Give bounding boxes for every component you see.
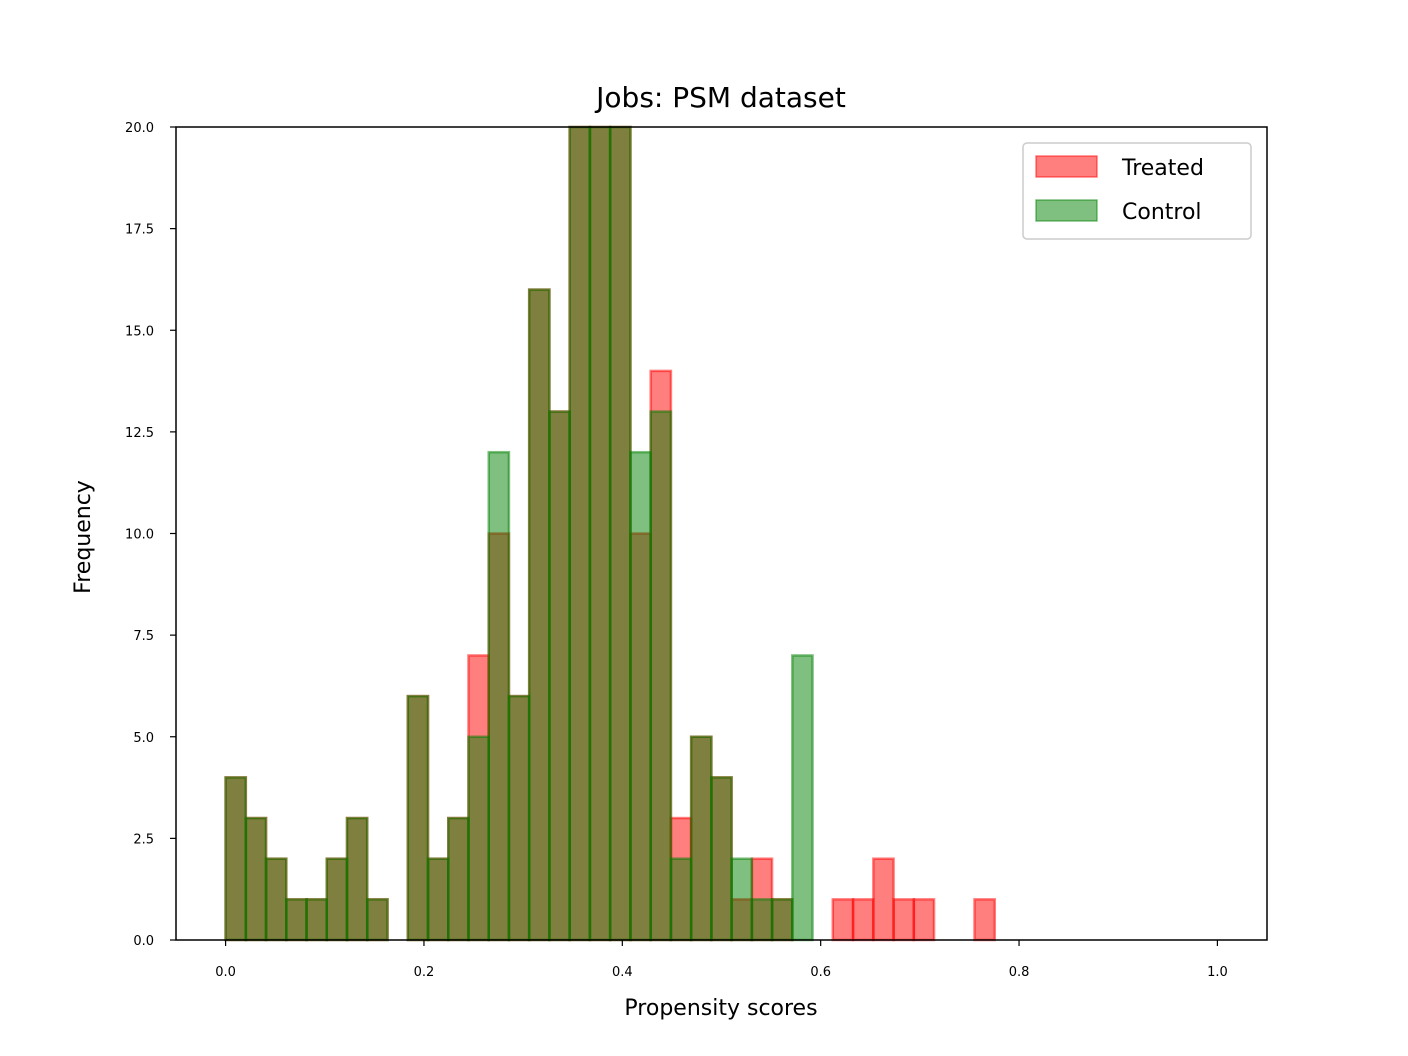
y-tick-label: 17.5 (125, 223, 154, 238)
bar-control (345, 816, 369, 942)
x-axis-label: Propensity scores (624, 996, 817, 1021)
bar-treated (973, 898, 996, 942)
bar-control (487, 450, 511, 942)
y-axis-label: Frequency (71, 480, 96, 594)
bar-control (710, 776, 733, 942)
bar-control (730, 857, 754, 942)
bar-control (507, 694, 531, 942)
bar-control (406, 694, 430, 942)
legend-swatch-control (1035, 199, 1098, 222)
y-tick-label: 5.0 (133, 731, 154, 746)
bar-control (548, 410, 571, 942)
bar-treated (851, 898, 875, 942)
bar-control (224, 776, 248, 942)
y-tick-label: 12.5 (125, 426, 154, 441)
bar-control (750, 898, 774, 942)
bar-control (285, 898, 308, 942)
y-tick-label: 15.0 (125, 324, 154, 339)
bar-control (608, 125, 632, 942)
chart-title: Jobs: PSM dataset (594, 81, 846, 114)
bar-control (366, 898, 389, 942)
bar-control (588, 125, 612, 942)
y-tick-label: 10.0 (125, 528, 154, 543)
x-tick-label: 0.2 (414, 965, 435, 980)
bar-treated (872, 857, 895, 942)
bar-control (244, 816, 268, 942)
x-tick-label: 0.0 (215, 965, 236, 980)
bar-control (426, 857, 450, 942)
bar-treated (831, 898, 855, 942)
bar-control (527, 288, 551, 942)
x-tick-label: 0.6 (810, 965, 831, 980)
legend-swatch-treated (1035, 155, 1098, 178)
legend-label-treated: Treated (1121, 156, 1204, 181)
y-tick-label: 2.5 (133, 832, 154, 847)
y-tick-label: 0.0 (133, 934, 154, 949)
legend-label-control: Control (1122, 200, 1202, 225)
y-tick-label: 7.5 (133, 629, 154, 644)
bar-control (467, 735, 490, 942)
bar-control (629, 450, 652, 942)
y-axis: 0.0 2.5 5.0 7.5 10.0 12.5 15.0 17.5 20.0 (125, 121, 176, 949)
bar-control (770, 898, 794, 942)
bar-control (669, 857, 693, 942)
x-axis: 0.0 0.2 0.4 0.6 0.8 1.0 (215, 940, 1228, 980)
bar-control (689, 735, 713, 942)
y-tick-label: 20.0 (125, 121, 154, 136)
bar-control (568, 125, 592, 942)
bar-control (264, 857, 288, 942)
bar-control (791, 654, 814, 942)
bar-treated (912, 898, 936, 942)
x-tick-label: 0.8 (1009, 965, 1030, 980)
bar-treated (892, 898, 916, 942)
x-tick-label: 0.4 (612, 965, 633, 980)
bar-control (447, 816, 470, 942)
bar-control (649, 410, 673, 942)
bar-control (325, 857, 349, 942)
x-tick-label: 1.0 (1207, 965, 1228, 980)
bar-control (305, 898, 329, 942)
legend: Treated Control (1022, 142, 1252, 240)
